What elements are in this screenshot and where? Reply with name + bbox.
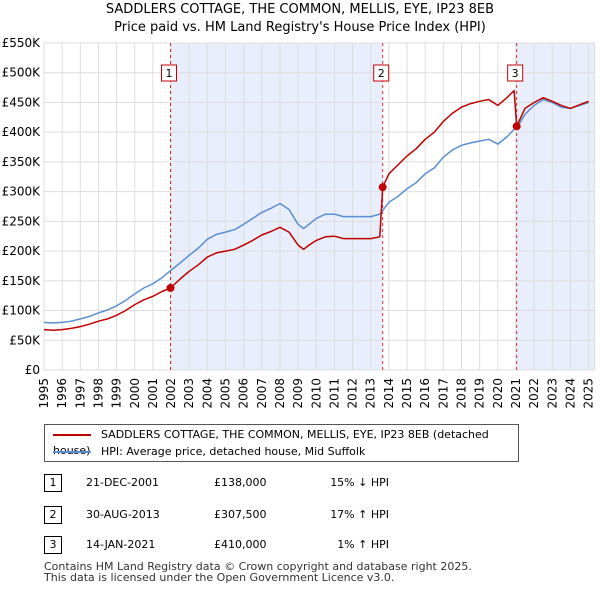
x-tick-label: 2018 (454, 378, 468, 409)
x-tick-label: 2010 (309, 378, 323, 409)
transaction-number: 3 (44, 536, 62, 554)
transaction-hpi: 15% ↓ HPI (330, 476, 389, 489)
y-tick-label: £50K (9, 333, 41, 347)
x-tick-label: 2008 (273, 378, 287, 409)
x-tick-label: 1999 (110, 378, 124, 409)
price-chart: £0 £50K £100K £150K £200K £250K £300K £350K £400… (2, 36, 596, 409)
y-tick-label: £100K (2, 304, 42, 318)
x-tick-label: 2007 (255, 378, 269, 409)
sale-point (166, 283, 175, 292)
property-price-line (43, 89, 589, 331)
transaction-marker-box (161, 64, 178, 82)
x-tick-label: 2004 (200, 378, 214, 409)
transaction-price: £138,000 (214, 476, 267, 489)
x-tick-label: 2023 (545, 378, 559, 409)
x-tick-label: 1998 (91, 378, 105, 409)
chart-title: SADDLERS COTTAGE, THE COMMON, MELLIS, EY… (105, 2, 495, 17)
x-tick-label: 2013 (364, 378, 378, 409)
ownership-band (516, 43, 594, 370)
transaction-hpi: 17% ↑ HPI (330, 508, 389, 521)
x-tick-label: 1995 (37, 378, 51, 409)
x-tick-label: 1997 (73, 378, 87, 409)
y-tick-label: £400K (2, 125, 42, 139)
transaction-date: 14-JAN-2021 (86, 538, 156, 551)
transaction-row: 3 14-JAN-2021 £410,000 1% ↑ HPI (44, 536, 564, 556)
legend-label-hpi: HPI: Average price, detached house, Mid … (101, 445, 366, 458)
footer-line-1: Contains HM Land Registry data © Crown c… (44, 560, 472, 573)
transaction-marker-box (373, 64, 390, 82)
legend: SADDLERS COTTAGE, THE COMMON, MELLIS, EY… (44, 424, 519, 462)
transaction-number: 2 (44, 506, 62, 524)
transaction-row: 2 30-AUG-2013 £307,500 17% ↑ HPI (44, 506, 564, 526)
y-tick-label: £200K (2, 244, 42, 258)
y-tick-label: £350K (2, 155, 42, 169)
x-tick-label: 2001 (146, 378, 160, 409)
ownership-band (170, 43, 383, 370)
legend-swatch-property (53, 434, 91, 436)
y-tick-label: £500K (2, 66, 42, 80)
legend-label-property: SADDLERS COTTAGE, THE COMMON, MELLIS, EY… (53, 428, 489, 457)
footer: Contains HM Land Registry data © Crown c… (44, 561, 472, 583)
transaction-marker-label: 3 (512, 67, 519, 80)
x-tick-label: 2006 (237, 378, 251, 409)
transaction-marker-label: 1 (166, 67, 173, 80)
x-tick-label: 2014 (382, 378, 396, 409)
legend-item-hpi: HPI: Average price, detached house, Mid … (53, 444, 365, 460)
legend-swatch-hpi (53, 451, 91, 453)
y-tick-label: £450K (2, 95, 42, 109)
y-tick-label: £150K (2, 274, 42, 288)
x-tick-label: 2016 (418, 378, 432, 409)
legend-item-property: SADDLERS COTTAGE, THE COMMON, MELLIS, EY… (53, 427, 518, 457)
x-tick-label: 2021 (509, 378, 523, 409)
y-tick-label: £300K (2, 185, 42, 199)
x-tick-label: 2017 (436, 378, 450, 409)
x-tick-label: 2022 (527, 378, 541, 409)
x-tick-label: 2012 (346, 378, 360, 409)
x-tick-label: 2005 (219, 378, 233, 409)
transaction-row: 1 21-DEC-2001 £138,000 15% ↓ HPI (44, 474, 564, 494)
transaction-number: 1 (44, 474, 62, 492)
x-tick-label: 2015 (400, 378, 414, 409)
y-tick-label: £250K (2, 214, 42, 228)
x-tick-label: 2009 (291, 378, 305, 409)
sale-point (378, 183, 387, 192)
x-tick-label: 2019 (473, 378, 487, 409)
x-tick-label: 2020 (491, 378, 505, 409)
transaction-price: £307,500 (214, 508, 267, 521)
transaction-date: 30-AUG-2013 (86, 508, 160, 521)
hpi-line (43, 98, 589, 324)
transaction-date: 21-DEC-2001 (86, 476, 160, 489)
x-tick-label: 2024 (563, 378, 577, 409)
sale-point (512, 122, 521, 131)
transaction-hpi: 1% ↑ HPI (337, 538, 389, 551)
x-tick-label: 2025 (582, 378, 596, 409)
x-tick-label: 2011 (327, 378, 341, 409)
x-tick-label: 2000 (128, 378, 142, 409)
x-tick-label: 1996 (55, 378, 69, 409)
footer-line-2: This data is licensed under the Open Gov… (44, 571, 395, 584)
transaction-price: £410,000 (214, 538, 267, 551)
y-tick-label: £550K (2, 36, 42, 50)
x-tick-label: 2003 (182, 378, 196, 409)
transaction-marker-label: 2 (378, 67, 385, 80)
y-tick-label: £0 (25, 363, 40, 377)
x-tick-label: 2002 (164, 378, 178, 409)
chart-subtitle: Price paid vs. HM Land Registry's House … (114, 20, 486, 35)
transaction-marker-box (507, 64, 524, 82)
